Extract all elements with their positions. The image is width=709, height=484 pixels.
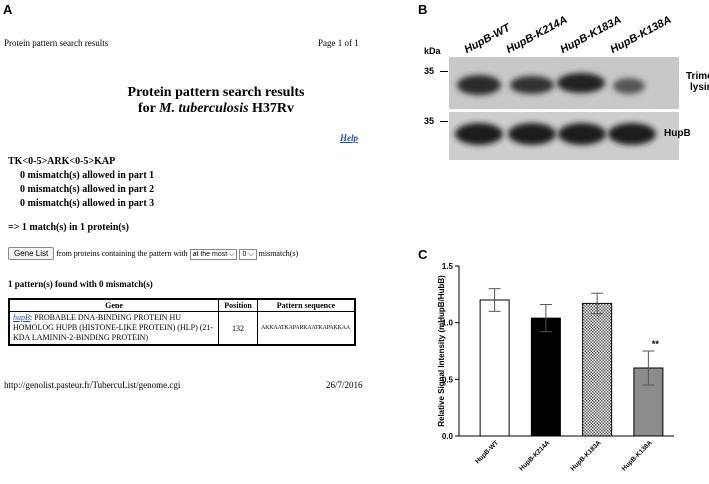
band bbox=[558, 123, 606, 145]
band bbox=[510, 76, 554, 94]
band bbox=[508, 123, 556, 145]
footer-date: 26/7/2016 bbox=[326, 380, 363, 390]
gene-cell: hupB: PROBABLE DNA-BINDING PROTEIN HU HO… bbox=[8, 311, 219, 346]
gene-description: : PROBABLE DNA-BINDING PROTEIN HU HOMOLO… bbox=[13, 313, 214, 342]
significance-label: ** bbox=[652, 339, 660, 349]
x-tick-label: HupB-K214A bbox=[518, 439, 551, 472]
found-text: 1 pattern(s) found with 0 mismatch(s) bbox=[8, 279, 153, 289]
match-summary: => 1 match(s) in 1 protein(s) bbox=[8, 222, 129, 233]
bar bbox=[582, 302, 613, 437]
footer-url: http://genolist.pasteur.fr/TubercuList/g… bbox=[4, 380, 181, 390]
bar bbox=[479, 299, 510, 437]
lane-label: HupB-WT bbox=[462, 21, 513, 56]
y-axis-label: Relative Signal Intensity (mHupB/HubB) bbox=[437, 275, 446, 427]
kda-label: kDa bbox=[424, 46, 441, 56]
band bbox=[455, 123, 503, 145]
header-left: Protein pattern search results bbox=[4, 38, 109, 48]
x-tick-label: HupB-K183A bbox=[569, 439, 602, 472]
table-header-row: Gene Position Pattern sequence bbox=[8, 298, 356, 312]
band bbox=[613, 78, 645, 94]
band bbox=[608, 123, 656, 145]
column-header: Pattern sequence bbox=[257, 298, 356, 312]
y-tick-label: 0.5 bbox=[442, 375, 454, 384]
panel-label-a: A bbox=[3, 2, 13, 17]
panel-label-c: C bbox=[418, 247, 428, 262]
lane-label: HupB-K214A bbox=[504, 13, 570, 56]
y-tick-label: 0.0 bbox=[442, 432, 454, 441]
count-select[interactable]: 0 ⌵ bbox=[239, 249, 257, 260]
table-row: hupB: PROBABLE DNA-BINDING PROTEIN HU HO… bbox=[8, 311, 356, 346]
chevron-down-icon: ⌵ bbox=[248, 251, 254, 258]
marker-tick bbox=[440, 121, 448, 122]
pattern-text: TK<0-5>ARK<0-5>KAP bbox=[8, 156, 116, 167]
blot-top-label: Trimethyl lysine bbox=[686, 71, 709, 93]
sequence-cell: AKKAATKAPARKAATKAPAKKAA bbox=[257, 311, 356, 346]
panel-label-b: B bbox=[418, 2, 428, 17]
blot-hupb bbox=[449, 112, 679, 160]
pattern-block: TK<0-5>ARK<0-5>KAP 0 mismatch(s) allowed… bbox=[8, 155, 154, 211]
blot-top-label-line-2: lysine bbox=[690, 82, 709, 93]
mismatch-line-2: 0 mismatch(s) allowed in part 2 bbox=[20, 184, 155, 195]
chevron-down-icon: ⌵ bbox=[229, 251, 235, 258]
blot-trimethyl-lysine bbox=[449, 57, 679, 109]
position-cell: 132 bbox=[218, 311, 258, 346]
count-select-value: 0 bbox=[242, 251, 247, 258]
column-header: Gene bbox=[8, 298, 219, 312]
marker-bottom: 35 bbox=[424, 116, 435, 126]
from-text: from proteins containing the pattern wit… bbox=[56, 249, 188, 258]
gene-link[interactable]: hupB bbox=[13, 313, 30, 322]
mode-select-value: at the most bbox=[192, 251, 228, 258]
results-table: Gene Position Pattern sequence hupB: PRO… bbox=[8, 298, 356, 346]
blot-bottom-label: HupB bbox=[664, 128, 691, 139]
title-line-1: Protein pattern search results bbox=[127, 85, 305, 100]
mismatch-line-1: 0 mismatch(s) allowed in part 1 bbox=[20, 170, 155, 181]
marker-top: 35 bbox=[424, 66, 435, 76]
marker-tick bbox=[440, 71, 448, 72]
title-species: M. tuberculosis bbox=[159, 101, 249, 116]
bar-chart: 0.0 0.5 1.0 1.5 Relative Signal Intensity (m… bbox=[437, 262, 674, 473]
title-suffix: H37Rv bbox=[248, 101, 295, 116]
help-link[interactable]: Help bbox=[340, 133, 358, 143]
y-tick-label: 1.0 bbox=[442, 319, 454, 328]
x-tick-label: HupB-K138A bbox=[621, 439, 654, 472]
title-prefix: for bbox=[137, 101, 160, 116]
mismatch-line-3: 0 mismatch(s) allowed in part 3 bbox=[20, 198, 155, 209]
gene-list-button[interactable]: Gene List bbox=[8, 247, 55, 260]
y-tick-label: 1.5 bbox=[442, 262, 454, 271]
title-line-2: for M. tuberculosis H37Rv bbox=[66, 101, 366, 117]
bar bbox=[530, 317, 561, 437]
blot-top-label-line-1: Trimethyl bbox=[686, 71, 709, 82]
page-title: Protein pattern search results for M. tu… bbox=[66, 85, 366, 117]
column-header: Position bbox=[218, 298, 258, 312]
band bbox=[557, 73, 605, 93]
mismatch-suffix: mismatch(s) bbox=[258, 249, 299, 258]
gene-list-row: Gene List from proteins containing the p… bbox=[8, 247, 299, 260]
band bbox=[457, 75, 501, 95]
x-tick-label: HupB-WT bbox=[474, 439, 500, 465]
mode-select[interactable]: at the most ⌵ bbox=[189, 249, 238, 260]
header-right: Page 1 of 1 bbox=[318, 38, 359, 48]
